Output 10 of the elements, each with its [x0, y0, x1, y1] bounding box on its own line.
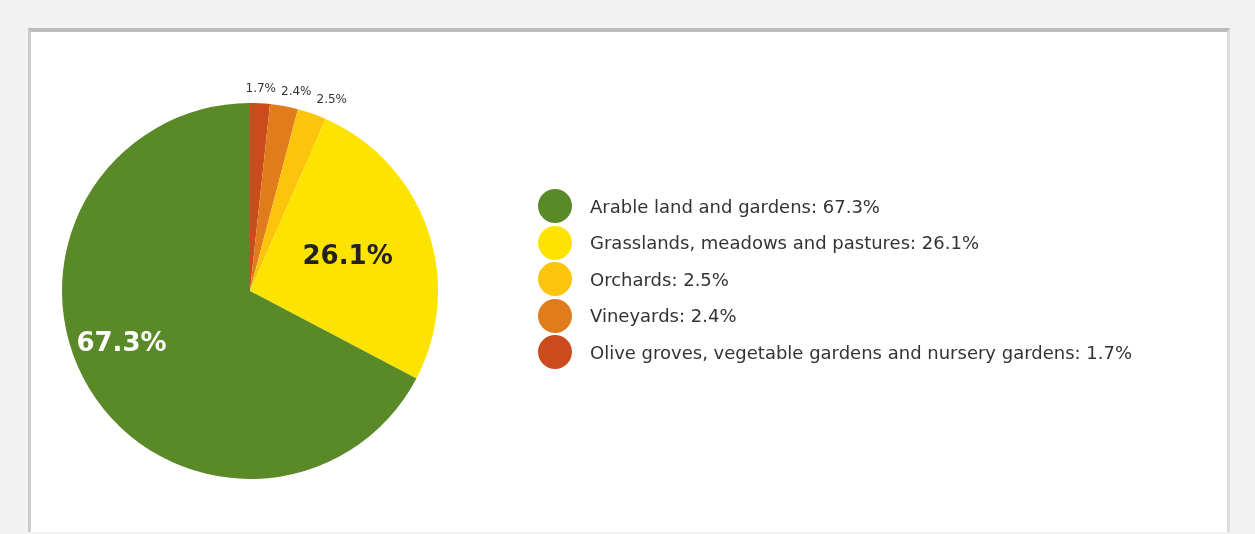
- data-label: 1.7%: [245, 81, 277, 96]
- legend-label: Grasslands, meadows and pastures: 26.1%: [590, 232, 980, 254]
- data-label: 2.5%: [316, 92, 348, 107]
- legend-label: Orchards: 2.5%: [590, 268, 729, 290]
- legend-label: Olive groves, vegetable gardens and nursery gardens: 1.7%: [590, 341, 1133, 363]
- data-label: 67.3%: [76, 327, 167, 358]
- legend-label: Arable land and gardens: 67.3%: [590, 195, 880, 217]
- legend-label: Vineyards: 2.4%: [590, 305, 737, 327]
- data-label: 2.4%: [281, 84, 312, 99]
- data-label: 26.1%: [302, 239, 393, 270]
